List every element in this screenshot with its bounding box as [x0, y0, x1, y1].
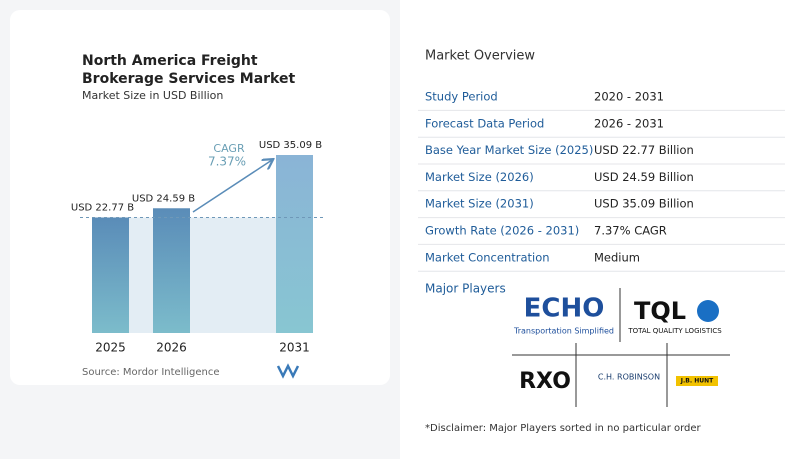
row-label: Growth Rate (2026 - 2031): [425, 224, 579, 238]
logo-jbh-bg: [676, 376, 718, 386]
x-tick-label: 2026: [156, 341, 187, 355]
logo-echo: ECHO: [524, 294, 605, 324]
logo-echo-tag: Transportation Simplified: [513, 327, 614, 336]
players-title: Major Players: [425, 282, 506, 296]
overview-panel: [400, 0, 800, 459]
row-label: Forecast Data Period: [425, 116, 544, 130]
row-value: 2026 - 2031: [594, 116, 664, 130]
brand-icon: [276, 363, 300, 379]
logo-grid: [512, 288, 730, 407]
bar: [92, 217, 129, 333]
source: Source: Mordor Intelligence: [82, 367, 220, 378]
cagr-arrow: [192, 160, 272, 213]
value-label: USD 22.77 B: [71, 202, 134, 213]
chart-title: North America Freight Brokerage Services…: [82, 53, 296, 87]
row-value: 2020 - 2031: [594, 90, 664, 104]
row-value: USD 35.09 Billion: [594, 197, 694, 211]
value-label: USD 24.59 B: [132, 193, 195, 204]
row-label: Market Size (2031): [425, 197, 534, 211]
row-value: USD 24.59 Billion: [594, 170, 694, 184]
row-value: USD 22.77 Billion: [594, 143, 694, 157]
overview-title: Market Overview: [425, 49, 535, 64]
logo-chr: C.H. ROBINSON: [598, 373, 660, 382]
logo-rxo: RXO: [519, 369, 571, 394]
disclaimer: *Disclaimer: Major Players sorted in no …: [425, 423, 702, 434]
row-value: Medium: [594, 250, 640, 264]
cagr-label: CAGR: [213, 142, 245, 155]
bar: [276, 155, 313, 333]
row-label: Base Year Market Size (2025): [425, 143, 593, 157]
logo-tql: TQL: [634, 297, 686, 325]
value-label: USD 35.09 B: [259, 140, 322, 151]
bar: [153, 208, 190, 333]
x-tick-label: 2025: [95, 341, 126, 355]
row-label: Study Period: [425, 90, 498, 104]
row-label: Market Size (2026): [425, 170, 534, 184]
cagr-value: 7.37%: [208, 155, 246, 169]
logo-tql-tag: TOTAL QUALITY LOGISTICS: [627, 327, 722, 335]
logo-tql-globe: [697, 300, 719, 322]
row-label: Market Concentration: [425, 250, 550, 264]
chart-subtitle: Market Size in USD Billion: [82, 89, 224, 102]
row-value: 7.37% CAGR: [594, 224, 667, 238]
x-tick-label: 2031: [279, 341, 310, 355]
logo-jbh: J.B. HUNT: [680, 378, 714, 385]
